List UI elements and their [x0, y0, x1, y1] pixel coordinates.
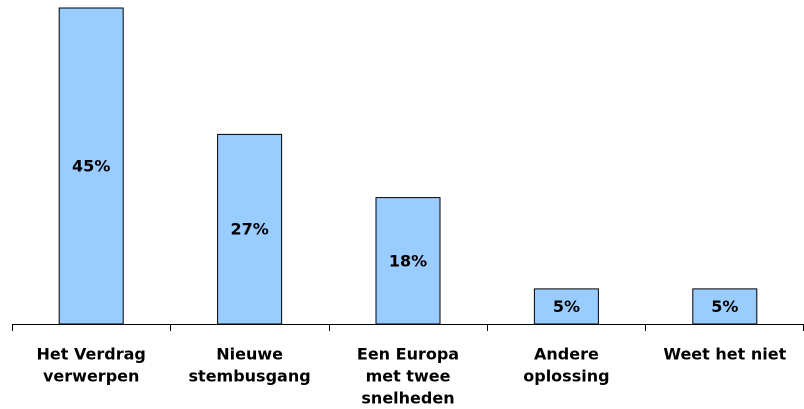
bar: [217, 133, 283, 325]
bar: [533, 288, 599, 325]
x-tick-label: Nieuwe: [216, 345, 283, 364]
x-tick-label: verwerpen: [43, 367, 139, 386]
data-label: 18%: [389, 251, 427, 270]
x-tick-label: Het Verdrag: [37, 345, 146, 364]
x-axis: [12, 324, 804, 331]
data-label: 45%: [72, 157, 110, 176]
x-tick-label: stembusgang: [189, 367, 311, 386]
x-tick-label: Andere: [534, 345, 599, 364]
x-tick-label: oplossing: [523, 367, 609, 386]
bar: [375, 197, 441, 325]
data-label: 5%: [553, 297, 580, 316]
data-label: 5%: [711, 297, 738, 316]
x-tick-label: snelheden: [361, 389, 454, 408]
x-tick-label: Weet het niet: [663, 345, 786, 364]
bar: [58, 7, 124, 325]
x-tick-label: met twee: [366, 367, 451, 386]
x-tick-label: Een Europa: [357, 345, 459, 364]
bar: [692, 288, 758, 325]
data-label: 27%: [230, 220, 268, 239]
